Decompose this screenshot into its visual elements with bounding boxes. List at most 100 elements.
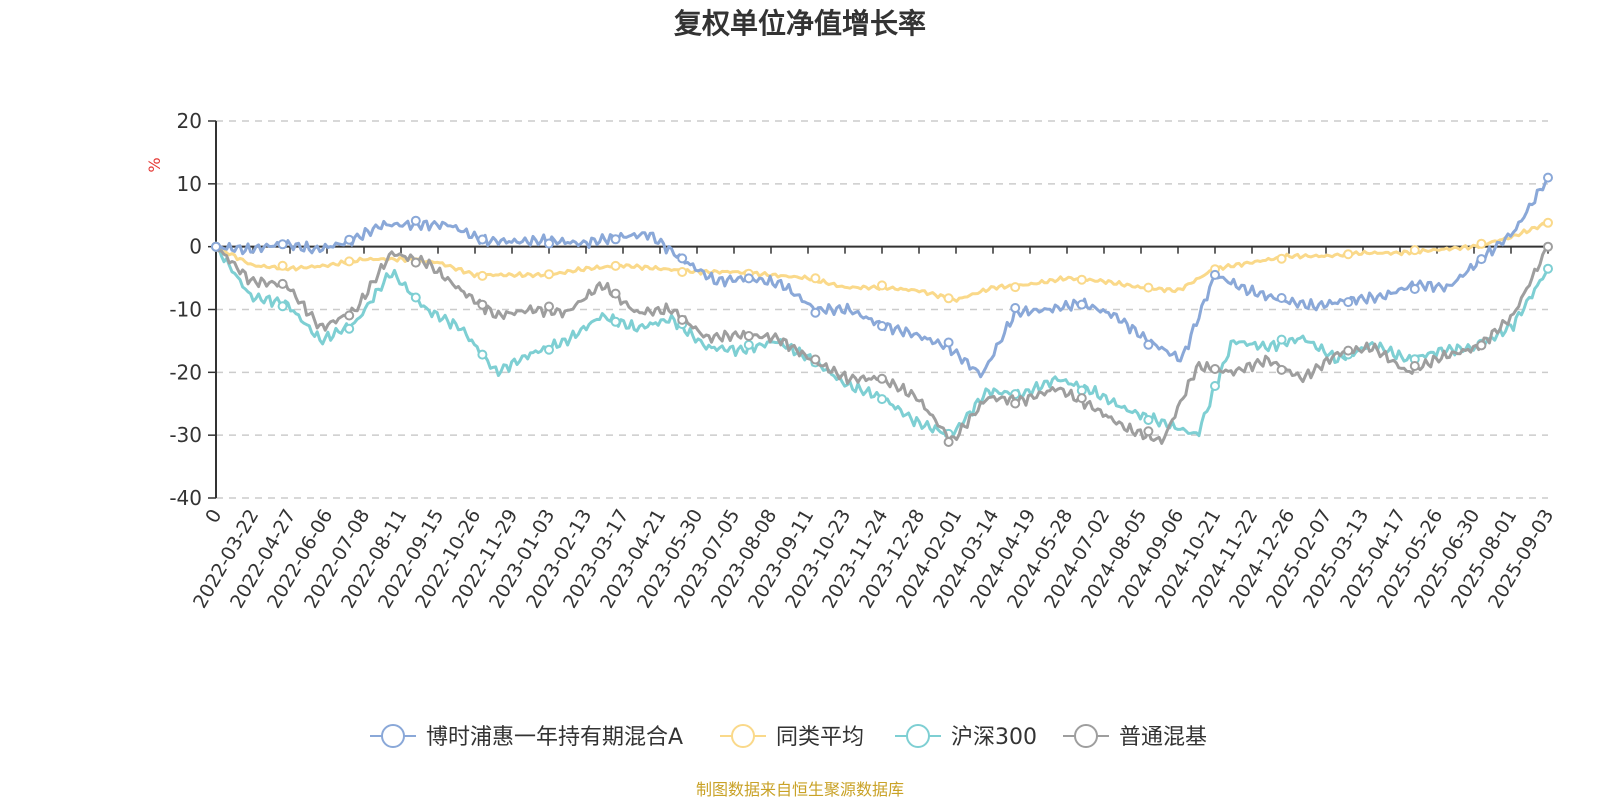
legend-label: 博时浦惠一年持有期混合A bbox=[426, 725, 683, 750]
series-line-3 bbox=[214, 245, 1550, 445]
series-point-0 bbox=[344, 234, 355, 245]
series-point-1 bbox=[544, 269, 554, 280]
series-point-1 bbox=[1409, 245, 1420, 256]
legend-item-3[interactable]: 普通混基 bbox=[1063, 724, 1207, 750]
series-point-0 bbox=[743, 273, 754, 284]
legend-label: 普通混基 bbox=[1119, 725, 1207, 750]
chart-title: 复权单位净值增长率 bbox=[674, 7, 926, 40]
legend: 博时浦惠一年持有期混合A 同类平均 沪深300 普通混基 bbox=[370, 724, 1207, 750]
series-point-1 bbox=[877, 280, 887, 291]
series-point-3 bbox=[544, 301, 554, 312]
series-point-3 bbox=[677, 314, 688, 325]
series-point-2 bbox=[544, 344, 554, 355]
legend-label: 同类平均 bbox=[776, 725, 864, 750]
series-point-3 bbox=[344, 310, 355, 321]
series-point-0 bbox=[810, 307, 821, 318]
y-axis-unit: % bbox=[145, 157, 164, 172]
series-point-2 bbox=[877, 394, 887, 405]
series-point-1 bbox=[1343, 249, 1354, 260]
y-tick-labels: 20 10 0 -10 -20 -30 -40 bbox=[169, 109, 202, 510]
series-point-2 bbox=[277, 301, 288, 312]
series-point-3 bbox=[277, 278, 288, 289]
legend-item-0[interactable]: 博时浦惠一年持有期混合A bbox=[370, 724, 683, 750]
legend-marker bbox=[1074, 724, 1098, 748]
series-point-2 bbox=[1210, 381, 1220, 391]
series-point-1 bbox=[1543, 217, 1553, 228]
series-point-0 bbox=[544, 238, 554, 249]
series-point-0 bbox=[1343, 297, 1354, 308]
x-tick-label: 0 bbox=[201, 506, 226, 527]
legend-item-2[interactable]: 沪深300 bbox=[895, 724, 1037, 750]
series-point-0 bbox=[1210, 269, 1220, 280]
y-tick-label: 20 bbox=[177, 109, 202, 133]
series-point-2 bbox=[1143, 415, 1154, 425]
series-point-0 bbox=[1543, 172, 1553, 183]
series-point-2 bbox=[477, 349, 488, 360]
series-point-3 bbox=[810, 354, 821, 365]
legend-marker bbox=[731, 724, 755, 748]
x-tick-labels: 02022-03-222022-04-272022-06-062022-07-0… bbox=[189, 506, 1558, 613]
axes bbox=[208, 120, 1549, 499]
series-point-1 bbox=[943, 293, 954, 304]
series-point-0 bbox=[1476, 254, 1487, 265]
series-point-3 bbox=[1010, 398, 1021, 409]
legend-marker bbox=[381, 724, 405, 748]
series-point-0 bbox=[277, 239, 288, 250]
series-point-0 bbox=[410, 215, 421, 226]
series-point-1 bbox=[810, 273, 821, 284]
series-point-3 bbox=[1476, 340, 1487, 351]
series-point-0 bbox=[211, 241, 221, 252]
series-lines bbox=[211, 172, 1553, 447]
data-source-note: 制图数据来自恒生聚源数据库 bbox=[696, 780, 904, 799]
series-point-0 bbox=[610, 234, 621, 245]
y-tick-label: 0 bbox=[189, 235, 202, 259]
series-point-2 bbox=[344, 323, 355, 334]
series-point-3 bbox=[1143, 426, 1154, 437]
series-point-1 bbox=[277, 260, 288, 271]
series-point-1 bbox=[1010, 282, 1021, 293]
y-tick-label: -40 bbox=[169, 486, 202, 510]
legend-label: 沪深300 bbox=[951, 725, 1037, 750]
series-point-2 bbox=[743, 339, 754, 350]
grid-lines bbox=[216, 120, 1548, 499]
series-point-0 bbox=[1076, 299, 1087, 310]
series-point-1 bbox=[344, 256, 355, 267]
series-point-0 bbox=[1276, 293, 1287, 303]
y-tick-label: -30 bbox=[169, 423, 202, 447]
series-point-3 bbox=[1343, 345, 1354, 356]
series-point-1 bbox=[610, 260, 621, 271]
y-tick-label: -20 bbox=[169, 360, 202, 384]
series-point-2 bbox=[410, 292, 421, 303]
series-point-3 bbox=[477, 299, 488, 310]
series-point-3 bbox=[1276, 364, 1287, 375]
y-tick-label: 10 bbox=[177, 172, 202, 196]
legend-marker bbox=[906, 724, 930, 748]
series-point-3 bbox=[743, 331, 754, 341]
series-point-3 bbox=[1409, 361, 1420, 371]
series-point-1 bbox=[1276, 253, 1287, 264]
series-line-2 bbox=[215, 245, 1550, 438]
series-point-0 bbox=[1143, 339, 1154, 350]
series-point-0 bbox=[943, 337, 954, 348]
series-point-1 bbox=[1076, 274, 1087, 285]
y-tick-label: -10 bbox=[169, 298, 202, 322]
series-point-0 bbox=[877, 321, 887, 331]
series-point-3 bbox=[1543, 241, 1553, 252]
legend-item-1[interactable]: 同类平均 bbox=[720, 724, 864, 750]
series-point-0 bbox=[477, 234, 488, 245]
series-point-1 bbox=[477, 270, 488, 281]
series-point-3 bbox=[410, 257, 421, 268]
series-point-2 bbox=[610, 316, 621, 327]
series-point-0 bbox=[677, 253, 688, 264]
series-point-3 bbox=[1210, 364, 1220, 374]
series-point-3 bbox=[1076, 393, 1087, 404]
series-point-3 bbox=[877, 373, 887, 384]
series-point-0 bbox=[1010, 303, 1021, 313]
series-point-2 bbox=[1543, 263, 1553, 274]
series-point-1 bbox=[677, 267, 688, 277]
series-point-3 bbox=[610, 288, 621, 299]
series-point-0 bbox=[1409, 284, 1420, 294]
series-point-3 bbox=[943, 437, 954, 447]
series-point-1 bbox=[1476, 238, 1487, 249]
